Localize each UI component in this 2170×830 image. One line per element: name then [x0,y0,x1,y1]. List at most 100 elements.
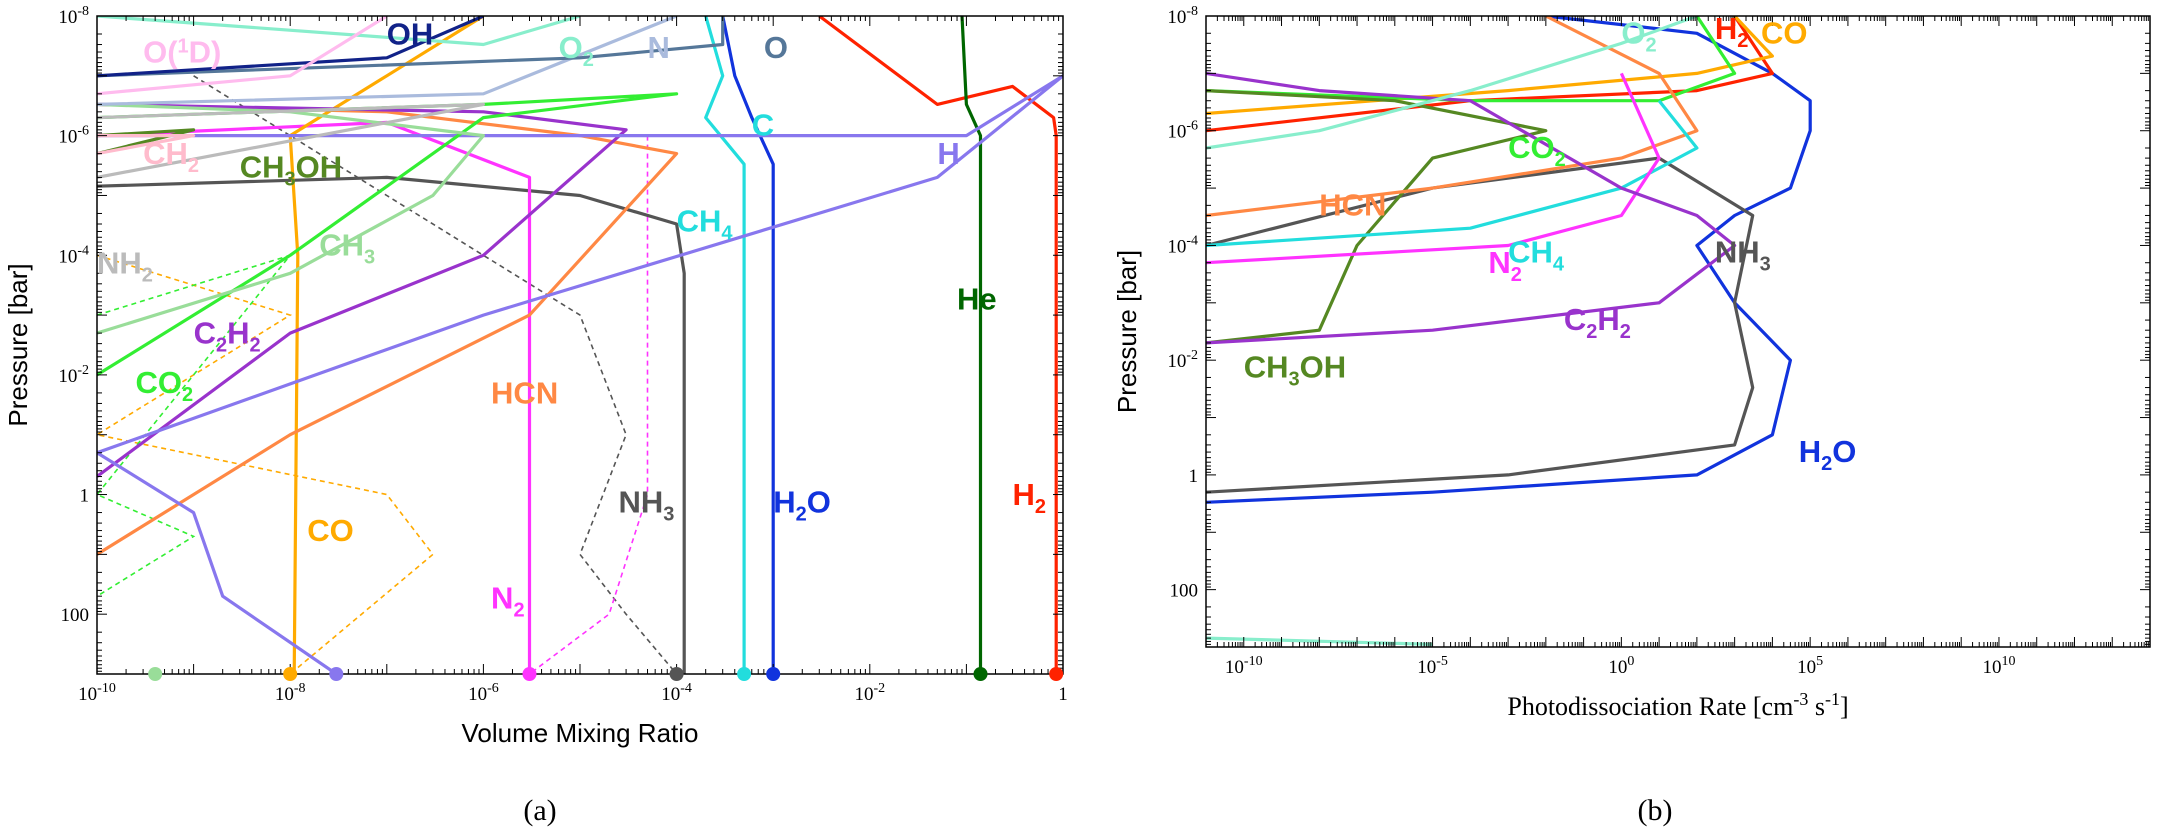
species-label: CH4 [1508,235,1565,276]
species-label: NH3 [618,485,674,526]
y-tick-label: 100 [1170,581,1199,602]
y-axis-label: Pressure [bar] [1112,250,1142,413]
species-label: H2O [1799,434,1857,475]
axes-frame [1205,15,2151,648]
series-line-h2 [818,16,1058,674]
x-tick-label: 10-8 [275,681,306,705]
dashed-profile-line [529,135,649,674]
panel-a-vmr-chart: 10-10 10-8 10-6 10-4 10-2 1 10-8 10-6 10-4 10-2 1 1… [3,4,1068,748]
x-tick-label: 10-4 [661,681,692,705]
species-label: CH3OH [1244,349,1346,390]
series-line-n2 [1206,72,1661,265]
series-line-n [97,16,678,106]
x-tick-label: 1010 [1982,654,2015,678]
surface-marker [766,667,781,681]
species-label: H2O [773,485,831,526]
y-tick-label: 10-8 [58,4,89,28]
surface-marker [329,667,344,681]
series-line-he [960,16,983,674]
species-label: C [752,108,774,143]
species-label: O(1D) [143,35,221,70]
panel-b-photodissociation-chart: 10-10 10-5 100 105 1010 10-8 10-6 10-4 10-2 1 100 H… [1112,4,2151,721]
series-line-nh3 [97,175,686,674]
species-label: CO2 [1508,130,1566,171]
species-label: CO [307,513,354,548]
x-tick-label: 10-6 [468,681,499,705]
surface-marker [973,667,988,681]
species-label: C2H2 [1564,302,1631,343]
series-line-ch2 [97,134,196,156]
y-tick-label: 10-8 [1167,4,1198,28]
species-label: HCN [491,375,558,410]
surface-marker [1049,667,1064,681]
species-label: NH2 [97,245,153,286]
species-label: H2 [1012,477,1046,518]
species-label: O [764,30,788,65]
species-label: NH3 [1715,235,1771,276]
x-tick-label: 10-10 [1225,654,1263,678]
series-line-hcn [97,102,679,556]
species-label: CH4 [677,203,734,244]
surface-marker [737,667,752,681]
species-label: H [937,136,959,171]
species-label: OH [387,17,434,52]
series-line-c2h2 [97,102,628,478]
y-tick-label: 1 [1189,466,1199,487]
series-line-hcn [1206,16,1699,218]
plot-area [1206,16,1812,646]
y-tick-label: 100 [61,605,90,626]
x-tick-label: 1 [1058,684,1068,705]
species-label: CH3 [319,227,375,268]
plot-area [97,16,1063,674]
y-tick-label: 10-6 [1167,119,1198,143]
species-label: O2 [559,30,594,71]
series-line-ch4 [704,16,746,674]
y-tick-label: 10-2 [58,363,89,387]
species-label: HCN [1319,187,1386,222]
x-tick-label: 105 [1797,654,1823,678]
surface-marker [669,667,684,681]
x-axis-label: Photodissociation Rate [cm-3 s-1] [1507,689,1848,721]
surface-marker [283,667,298,681]
x-axis-label: Volume Mixing Ratio [462,718,699,748]
series-line-ch3oh [1206,89,1548,345]
y-tick-label: 10-2 [1167,348,1198,372]
x-tick-label: 100 [1608,654,1634,678]
series-line-o [97,16,725,78]
series-line-nh2 [97,102,485,179]
species-label: CO [1761,15,1808,50]
x-tick-label: 10-2 [854,681,885,705]
species-label: CO2 [135,365,193,406]
y-tick-label: 10-4 [1167,233,1198,257]
dashed-profile-line [193,75,678,674]
y-tick-label: 10-4 [58,243,89,267]
x-tick-label: 10-10 [78,681,116,705]
series-line-nh3 [1206,156,1755,494]
series-line-h2 [1206,16,1774,133]
series-line-c2h2 [1206,71,1737,345]
series-line-o2 [1206,16,1698,150]
species-label: O2 [1621,15,1656,56]
surface-marker [522,667,537,681]
series-line-ch3oh [97,128,196,156]
caption-a: (a) [523,794,556,827]
dashed-profile-line [97,253,293,597]
caption-b: (b) [1638,794,1673,827]
y-tick-label: 10-6 [58,124,89,148]
species-label: CH2 [143,136,199,177]
series-line-oh [97,16,485,78]
species-label: N [648,30,670,65]
species-label: C2H2 [194,316,261,357]
series-line-h2o [721,16,775,674]
series-line-o(1d) [97,16,388,96]
series-line-o2 [97,16,581,47]
species-label: He [957,281,997,316]
y-axis-label: Pressure [bar] [3,263,33,426]
y-tick-label: 1 [80,486,90,507]
series-line-n2 [97,120,532,674]
series-line-h [97,74,1063,674]
surface-marker [148,667,163,681]
x-tick-label: 10-5 [1417,654,1448,678]
species-label: N2 [491,580,525,621]
